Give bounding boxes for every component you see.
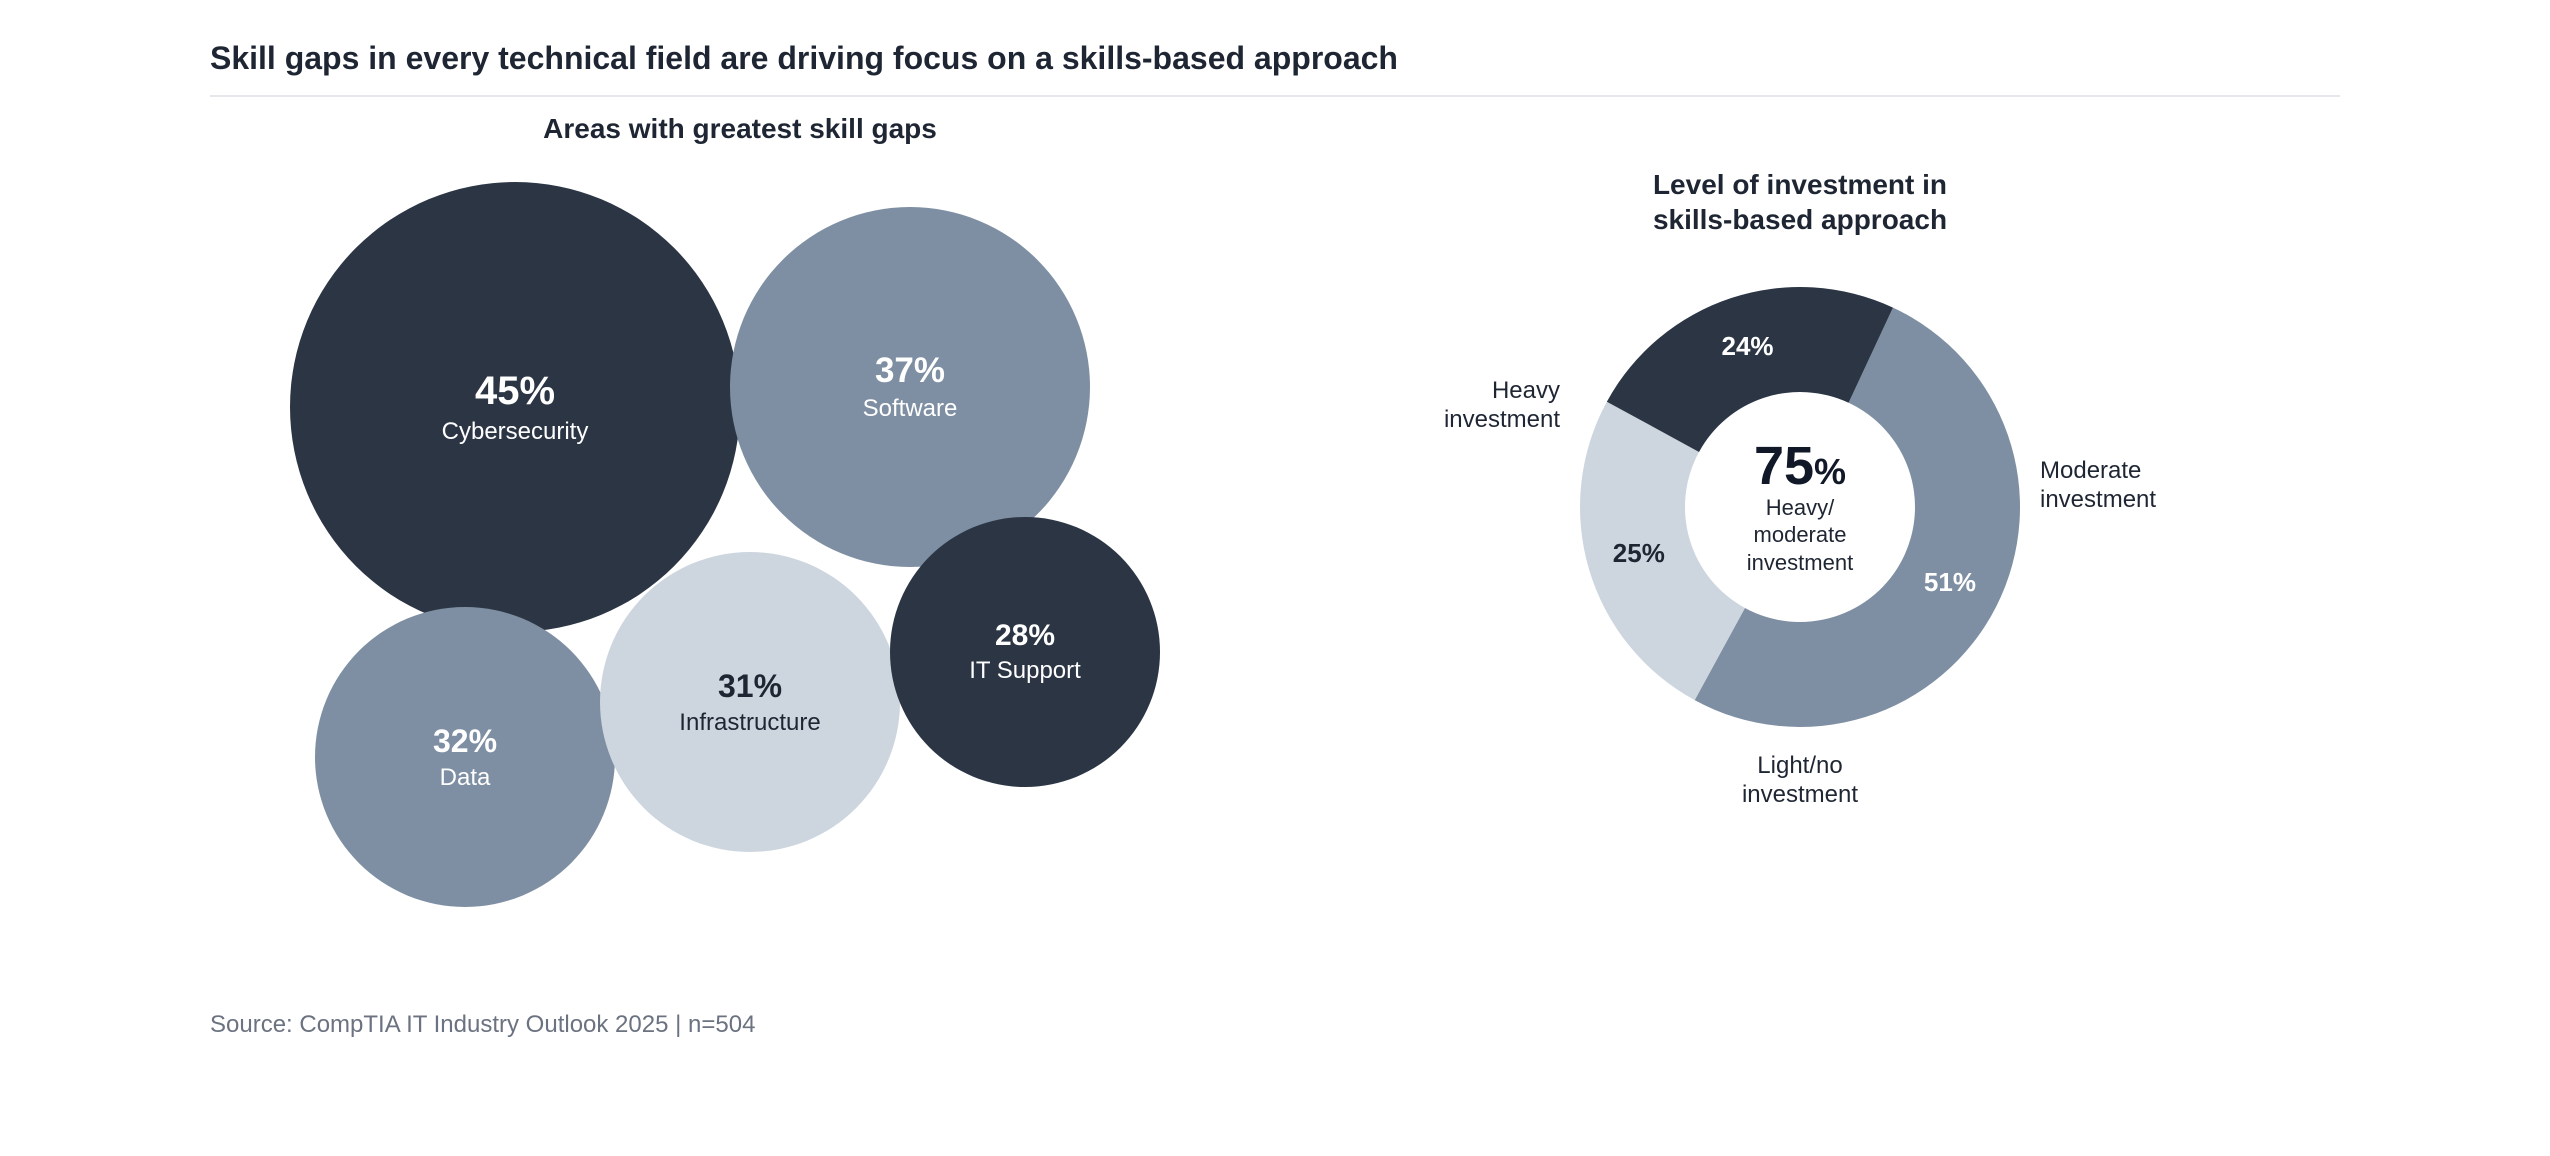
bubble-software: 37% Software — [730, 207, 1090, 567]
donut-ext-label-heavy: Heavyinvestment — [1390, 377, 1560, 435]
bubble-label: IT Support — [969, 657, 1081, 685]
page: Skill gaps in every technical field are … — [0, 0, 2550, 1156]
bubble-pct: 28% — [995, 619, 1055, 654]
bubble-infrastructure: 31% Infrastructure — [600, 552, 900, 852]
donut-ext-label-light-l2: investment — [1742, 781, 1858, 808]
donut-title-line1: Level of investment in — [1653, 169, 1947, 200]
source-footnote: Source: CompTIA IT Industry Outlook 2025… — [210, 1011, 755, 1039]
donut-ext-label-light-l1: Light/no — [1757, 752, 1842, 779]
donut-chart: Level of investment in skills-based appr… — [1350, 167, 2250, 927]
donut-ext-label-moderate-l1: Moderate — [2040, 457, 2141, 484]
bubble-chart: Areas with greatest skill gaps 45% Cybers… — [210, 97, 1270, 1017]
donut-ext-label-moderate: Moderateinvestment — [2040, 457, 2240, 515]
bubble-label: Infrastructure — [679, 709, 820, 737]
bubble-it-support: 28% IT Support — [890, 517, 1160, 787]
bubble-label: Software — [863, 395, 958, 423]
bubble-chart-title: Areas with greatest skill gaps — [210, 113, 1270, 145]
bubble-pct: 45% — [475, 368, 555, 414]
bubble-data: 32% Data — [315, 607, 615, 907]
donut-wrap: 75% Heavy/ moderate investment 51%25%24% — [1580, 287, 2020, 727]
bubble-pct: 37% — [875, 351, 945, 391]
bubble-pct: 31% — [718, 668, 782, 705]
page-title: Skill gaps in every technical field are … — [210, 40, 2340, 97]
bubble-label: Data — [440, 764, 491, 792]
bubble-cybersecurity: 45% Cybersecurity — [290, 182, 740, 632]
donut-ext-label-moderate-l2: investment — [2040, 486, 2156, 513]
bubble-label: Cybersecurity — [442, 418, 589, 446]
donut-chart-title: Level of investment in skills-based appr… — [1350, 167, 2250, 237]
donut-svg — [1580, 287, 2020, 727]
donut-ext-label-heavy-l2: investment — [1444, 406, 1560, 433]
donut-ext-label-heavy-l1: Heavy — [1492, 377, 1560, 404]
donut-ext-label-light: Light/noinvestment — [1680, 752, 1920, 810]
donut-title-line2: skills-based approach — [1653, 204, 1947, 235]
bubble-pct: 32% — [433, 723, 497, 760]
charts-region: Areas with greatest skill gaps 45% Cybers… — [210, 97, 2340, 1057]
